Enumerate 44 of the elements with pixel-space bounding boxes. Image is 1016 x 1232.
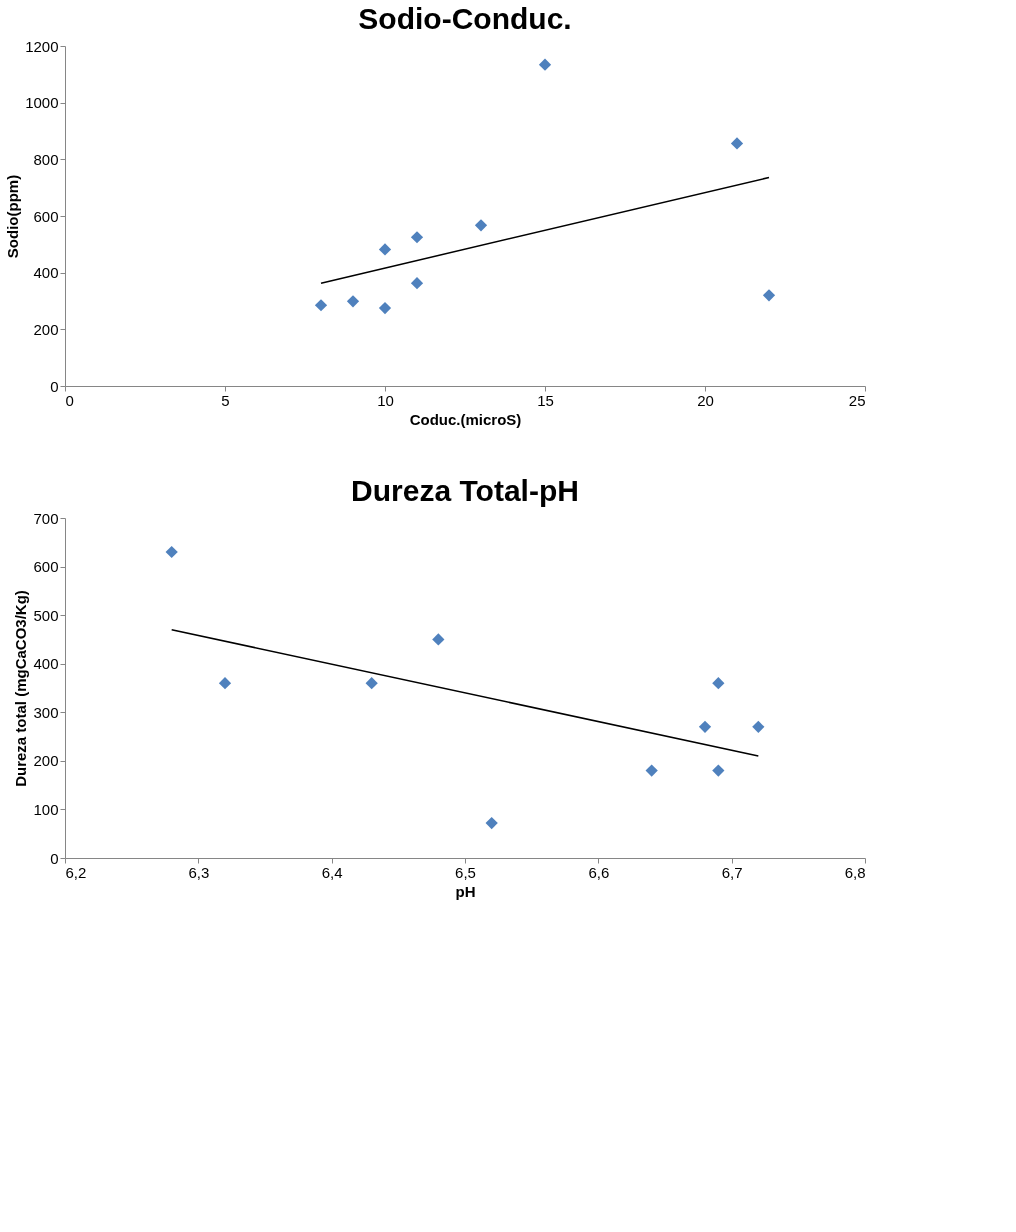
point: [378, 243, 392, 256]
y-tick-label: 400: [33, 264, 59, 282]
x-tick-label: 6,8: [844, 863, 866, 881]
y-tick-label: 100: [33, 800, 59, 818]
x-axis-title: pH: [455, 882, 476, 900]
y-tick-label: 300: [33, 703, 59, 721]
y-tick-label: 700: [33, 509, 59, 527]
x-tick-label: 5: [221, 391, 230, 409]
y-axis-title: Sodio(ppm): [4, 174, 22, 259]
y-tick-label: 600: [33, 558, 59, 576]
point: [762, 289, 776, 302]
y-tick-label: 400: [33, 655, 59, 673]
x-axis-title: Coduc.(microS): [409, 410, 522, 428]
y-tick-label: 1200: [25, 37, 59, 55]
y-tick-label: 500: [33, 606, 59, 624]
point: [410, 277, 424, 290]
point: [538, 58, 552, 71]
point: [410, 231, 424, 244]
x-tick-label: 15: [537, 391, 554, 409]
point: [378, 301, 392, 315]
x-tick-label: 6,3: [188, 863, 210, 881]
x-tick-label: 6,5: [455, 863, 476, 881]
x-tick-label: 0: [65, 391, 74, 409]
x-tick-label: 6,4: [321, 863, 343, 881]
x-tick-label: 10: [377, 391, 394, 409]
y-tick-label: 1000: [25, 94, 59, 112]
x-tick-label: 6,2: [65, 863, 87, 881]
y-axis-title: Dureza total (mgCaCO3/Kg): [12, 590, 30, 787]
x-tick-label: 6,6: [588, 863, 610, 881]
y-tick-label: 200: [33, 320, 59, 338]
point: [314, 299, 328, 312]
x-tick-label: 20: [697, 391, 714, 409]
y-tick-label: 800: [33, 150, 59, 168]
x-tick-label: 25: [848, 391, 866, 409]
x-tick-label: 6,7: [721, 863, 743, 881]
y-tick-label: 0: [50, 849, 59, 867]
chart-title: Sodio-Conduc.: [358, 2, 572, 35]
chart-title: Dureza Total-pH: [351, 474, 579, 507]
point: [474, 219, 488, 232]
y-tick-label: 600: [33, 207, 59, 225]
point: [346, 295, 360, 308]
point: [730, 137, 744, 150]
y-tick-label: 200: [33, 752, 59, 770]
y-tick-label: 0: [50, 377, 59, 395]
